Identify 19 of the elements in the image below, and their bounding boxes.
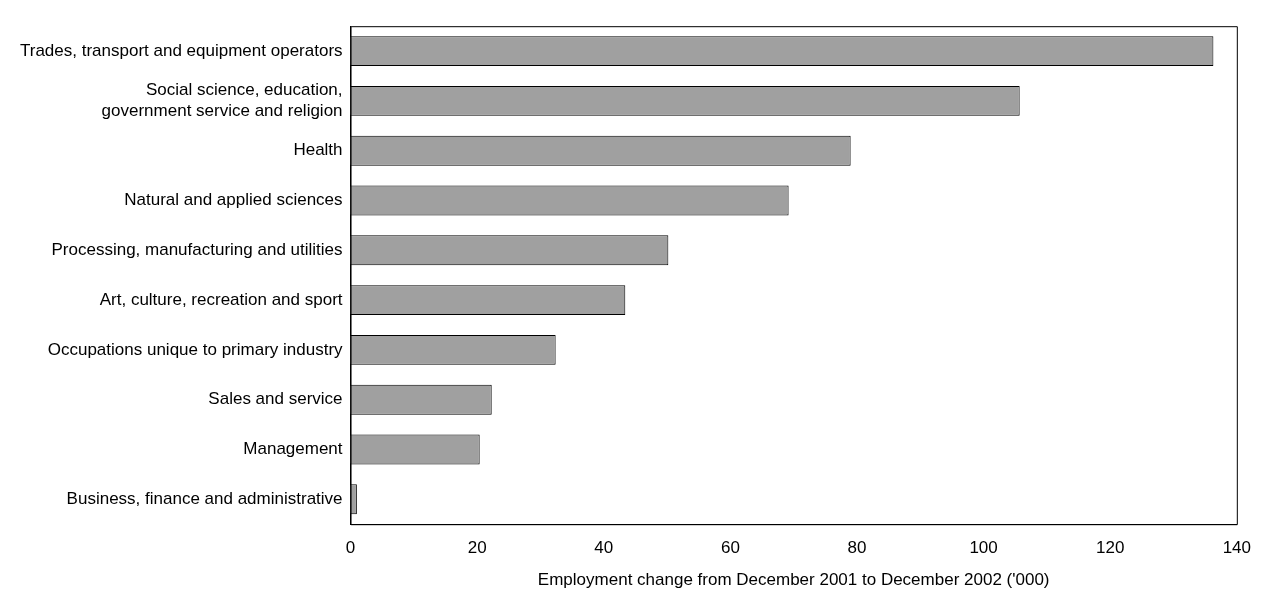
x-tick-label: 0 [345, 538, 356, 558]
x-tick-label: 140 [1222, 538, 1252, 558]
y-tick-label: Occupations unique to primary industry [47, 339, 344, 359]
y-tick-label: Social science, education, government service and religion [101, 80, 343, 120]
y-tick-label: Processing, manufacturing and utilities [51, 239, 343, 259]
y-tick-label: Natural and applied sciences [124, 190, 343, 210]
y-tick-label: Health [293, 140, 343, 160]
x-axis-title: Employment change from December 2001 to December 2002 ('000) [537, 570, 1050, 590]
x-tick-label: 100 [969, 538, 998, 558]
x-tick-label: 120 [1096, 538, 1125, 558]
y-tick-label: Management [243, 439, 343, 459]
x-tick-label: 80 [847, 538, 867, 558]
y-tick-label: Business, finance and administrative [66, 488, 343, 508]
y-tick-label: Art, culture, recreation and sport [99, 289, 343, 309]
x-tick-label: 20 [467, 538, 487, 558]
y-tick-label: Trades, transport and equipment operators [19, 40, 343, 60]
x-tick-label: 40 [594, 538, 614, 558]
x-tick-label: 60 [720, 538, 740, 558]
y-tick-label: Sales and service [208, 389, 343, 409]
